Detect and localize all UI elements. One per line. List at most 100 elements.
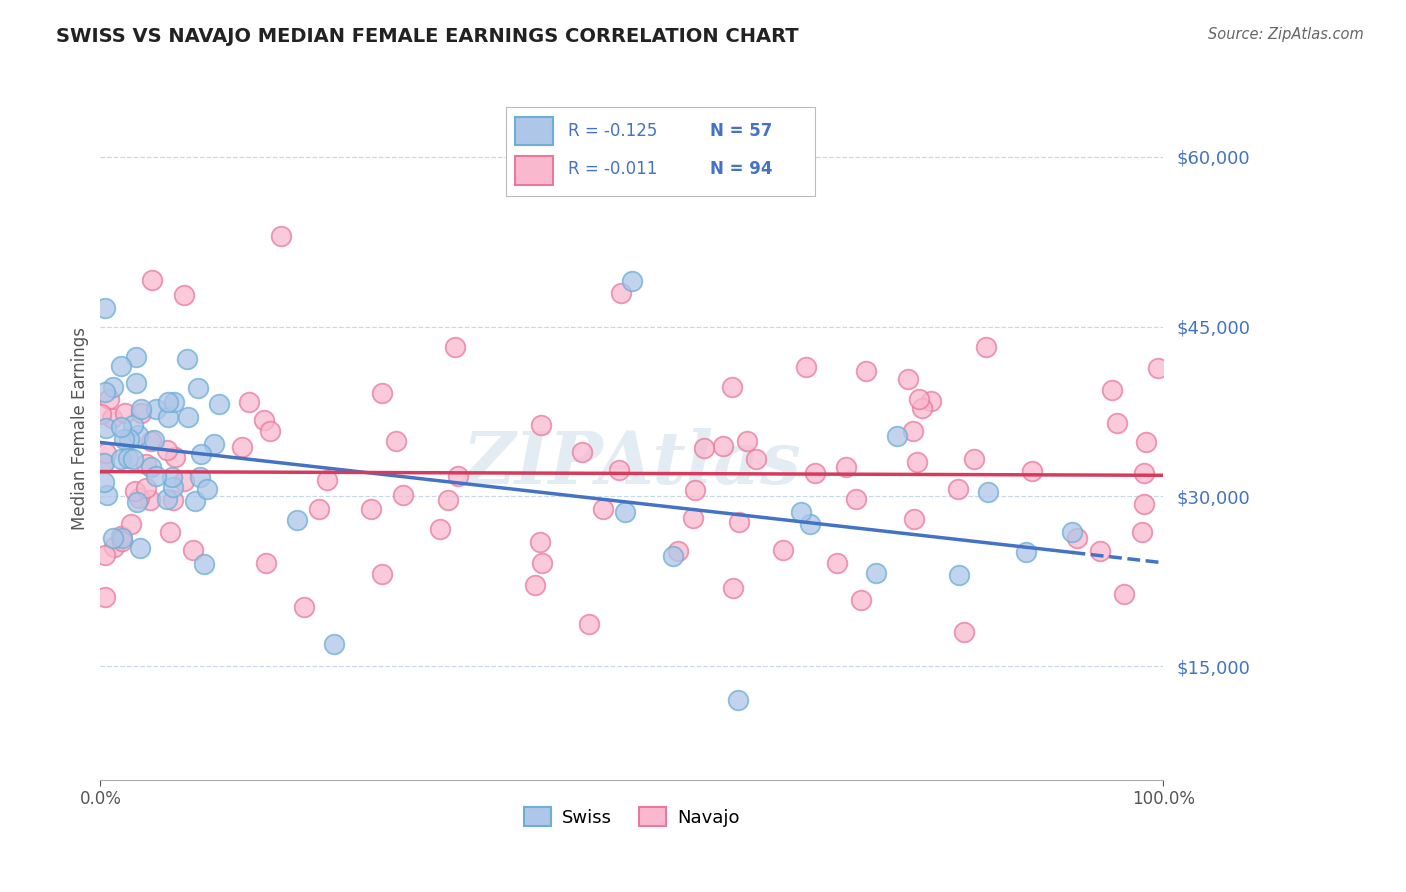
Point xyxy=(163,395,186,409)
Point xyxy=(683,483,706,497)
Point xyxy=(886,429,908,443)
Point xyxy=(1105,417,1128,431)
Point xyxy=(155,443,177,458)
Point xyxy=(571,445,593,459)
Point xyxy=(371,386,394,401)
Point xyxy=(187,380,209,394)
Point xyxy=(661,549,683,563)
Point xyxy=(131,406,153,420)
Point xyxy=(607,463,630,477)
Point xyxy=(253,413,276,427)
Point xyxy=(620,274,643,288)
FancyBboxPatch shape xyxy=(516,156,553,185)
Point xyxy=(127,428,149,442)
Point xyxy=(907,392,929,406)
Point xyxy=(292,599,315,614)
Point xyxy=(110,420,132,434)
Point xyxy=(193,557,215,571)
Point xyxy=(920,393,942,408)
Point xyxy=(145,401,167,416)
Point xyxy=(897,372,920,386)
Point xyxy=(437,492,460,507)
Point xyxy=(129,401,152,416)
Point xyxy=(111,531,134,545)
Point xyxy=(903,512,925,526)
Point xyxy=(1133,466,1156,480)
Point xyxy=(156,410,179,425)
Text: N = 57: N = 57 xyxy=(710,122,773,140)
Legend: Swiss, Navajo: Swiss, Navajo xyxy=(517,800,747,834)
Point xyxy=(444,340,467,354)
Text: R = -0.125: R = -0.125 xyxy=(568,122,658,140)
Point xyxy=(121,452,143,467)
Point xyxy=(723,581,745,595)
Point xyxy=(953,625,976,640)
Point xyxy=(141,434,163,448)
Point xyxy=(1062,524,1084,539)
Point xyxy=(316,473,339,487)
Point xyxy=(188,470,211,484)
FancyBboxPatch shape xyxy=(516,117,553,145)
Text: SWISS VS NAVAJO MEDIAN FEMALE EARNINGS CORRELATION CHART: SWISS VS NAVAJO MEDIAN FEMALE EARNINGS C… xyxy=(56,27,799,45)
Point xyxy=(142,433,165,447)
Point xyxy=(128,491,150,505)
Point xyxy=(523,578,546,592)
Point xyxy=(804,466,827,480)
Point xyxy=(122,417,145,432)
Point xyxy=(323,637,346,651)
Text: Source: ZipAtlas.com: Source: ZipAtlas.com xyxy=(1208,27,1364,42)
Text: N = 94: N = 94 xyxy=(710,161,773,178)
Point xyxy=(110,359,132,374)
Point xyxy=(160,470,183,484)
Point xyxy=(94,591,117,605)
Point xyxy=(790,505,813,519)
Point xyxy=(308,502,330,516)
Point xyxy=(101,411,124,425)
Point xyxy=(114,406,136,420)
Point xyxy=(259,425,281,439)
Point xyxy=(145,469,167,483)
Point xyxy=(159,525,181,540)
Point xyxy=(93,456,115,470)
Point xyxy=(905,455,928,469)
Point xyxy=(901,424,924,438)
Point xyxy=(181,543,204,558)
Point xyxy=(529,535,551,549)
Point xyxy=(962,451,984,466)
Point xyxy=(371,567,394,582)
Text: ZIPAtlas: ZIPAtlas xyxy=(463,428,801,500)
Point xyxy=(1066,531,1088,545)
Point xyxy=(1021,464,1043,478)
Point xyxy=(976,485,998,500)
Point xyxy=(1130,525,1153,540)
Point xyxy=(96,487,118,501)
Point xyxy=(125,350,148,364)
Point xyxy=(610,285,633,300)
Point xyxy=(163,450,186,464)
Point xyxy=(711,439,734,453)
Point xyxy=(90,407,112,421)
Point xyxy=(1133,497,1156,511)
Point xyxy=(270,229,292,244)
Point xyxy=(112,433,135,447)
Point xyxy=(184,493,207,508)
Point xyxy=(204,437,226,451)
Point xyxy=(103,540,125,554)
Point xyxy=(162,493,184,508)
Point xyxy=(254,556,277,570)
Point xyxy=(384,434,406,448)
Point xyxy=(135,457,157,471)
Point xyxy=(855,363,877,377)
Point xyxy=(93,385,115,400)
Point xyxy=(195,483,218,497)
Point xyxy=(851,592,873,607)
Point xyxy=(238,395,260,409)
Point xyxy=(103,380,125,394)
Point xyxy=(1090,543,1112,558)
Point xyxy=(231,440,253,454)
Point xyxy=(118,432,141,446)
Point xyxy=(682,511,704,525)
Point xyxy=(173,474,195,488)
Point xyxy=(162,479,184,493)
Point xyxy=(865,566,887,581)
